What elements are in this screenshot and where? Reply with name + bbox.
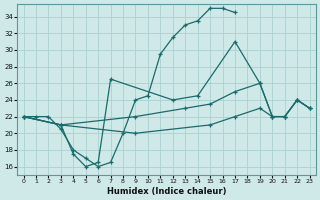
X-axis label: Humidex (Indice chaleur): Humidex (Indice chaleur): [107, 187, 226, 196]
